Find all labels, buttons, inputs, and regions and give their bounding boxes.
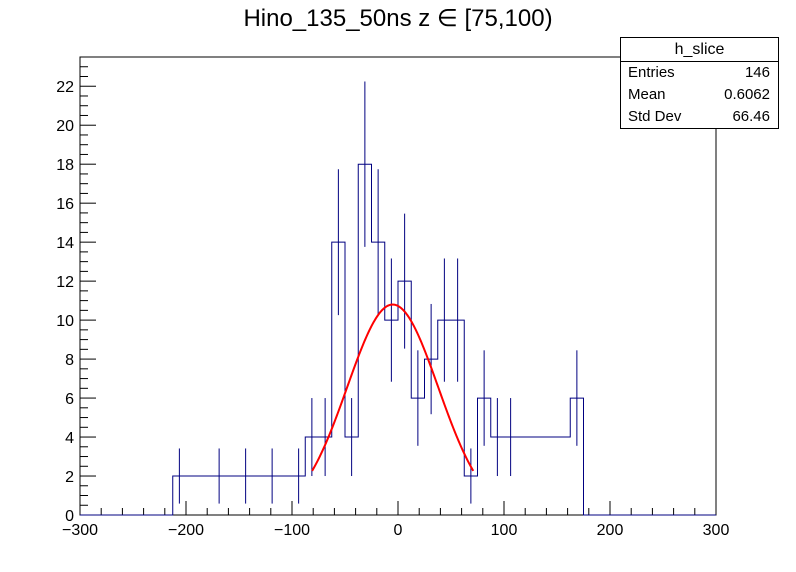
stats-value: 66.46 [732,108,770,125]
chart-title: Hino_135_50ns z ∈ [75,100) [243,5,553,32]
x-tick-label: 100 [491,522,518,539]
stats-row-mean: Mean 0.6062 [621,84,778,106]
y-tick-label: 20 [56,118,74,135]
y-tick-label: 16 [56,196,74,213]
histogram-outline [80,163,716,516]
x-tick-label: −100 [274,522,310,539]
y-tick-label: 6 [65,391,74,408]
y-tick-label: 10 [56,313,74,330]
x-tick-label: −200 [168,522,204,539]
y-axis: 0 2 4 6 8 10 12 14 16 18 20 22 [56,56,96,525]
stats-value: 146 [744,64,770,81]
y-tick-label: 14 [56,235,74,252]
y-tick-label: 12 [56,274,74,291]
y-tick-label: 2 [65,469,74,486]
stats-box-title: h_slice [621,38,778,62]
error-bars [178,81,578,504]
y-tick-label: 22 [56,79,74,96]
stats-label: Std Dev [628,108,682,125]
x-tick-label: 0 [394,522,403,539]
stats-row-entries: Entries 146 [621,62,778,84]
x-tick-label: −300 [62,522,98,539]
stats-box: h_slice Entries 146 Mean 0.6062 Std Dev … [620,37,779,129]
y-tick-label: 8 [65,352,74,369]
x-tick-label: 300 [703,522,730,539]
stats-row-stddev: Std Dev 66.46 [621,106,778,128]
y-tick-label: 0 [65,508,74,525]
x-axis: −300 −200 −100 0 100 200 300 [62,501,729,539]
x-tick-label: 200 [597,522,624,539]
stats-label: Mean [628,86,666,103]
y-tick-label: 4 [65,430,74,447]
stats-value: 0.6062 [724,86,770,103]
gaussian-fit-curve [311,303,475,472]
stats-label: Entries [628,64,675,81]
y-tick-label: 18 [56,157,74,174]
